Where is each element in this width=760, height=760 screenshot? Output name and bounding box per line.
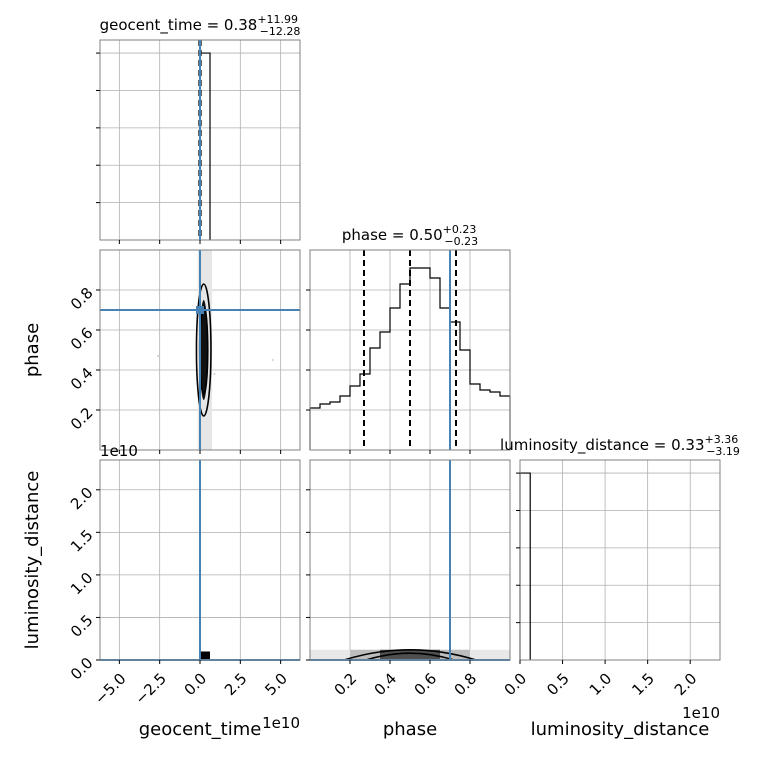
y-tick-label: 0.6 [67, 324, 97, 354]
density-cell [200, 651, 210, 660]
title-plus: +0.23 [443, 223, 477, 236]
grid-lines [519, 460, 720, 660]
x-axis-label-phase: phase [383, 719, 437, 740]
density-cell [380, 649, 440, 660]
x-tick-label: 0.0 [501, 670, 531, 700]
title-median: 0.38 [224, 16, 257, 34]
truth-marker [196, 306, 204, 314]
x-offset-label: 1e10 [682, 704, 720, 722]
x-tick-label: 0.8 [451, 670, 481, 700]
x-tick-label: 0.2 [331, 670, 361, 700]
title-prefix: phase = [342, 226, 409, 244]
panel-title: phase = 0.50+0.23 −0.23 [342, 223, 478, 248]
grid-lines [310, 460, 510, 661]
density-contour [343, 648, 477, 661]
y-tick-label: 2.0 [67, 484, 97, 514]
panel-phase-hist [309, 249, 511, 451]
panel-luminosity-distance-hist [519, 459, 721, 661]
title-median: 0.33 [671, 436, 704, 454]
x-offset-label: 1e10 [262, 714, 300, 732]
x-tick-label: −5.0 [91, 670, 129, 708]
panel-title: geocent_time = 0.38+11.99 −12.28 [100, 13, 301, 38]
x-tick-label: 1.0 [586, 670, 616, 700]
y-tick-label: 0.8 [67, 284, 97, 314]
title-prefix: geocent_time = [100, 16, 224, 35]
x-tick-label: −2.5 [131, 670, 169, 708]
x-tick-label: 0.4 [371, 670, 401, 700]
x-tick-label: 5.0 [261, 670, 291, 700]
x-tick-label: 0.0 [181, 670, 211, 700]
x-tick-label: 1.5 [628, 670, 658, 700]
x-tick-label: 2.5 [221, 670, 251, 700]
density-contour [365, 652, 455, 661]
panel-title: luminosity_distance = 0.33+3.36 −3.19 [500, 433, 740, 458]
sample-point [213, 373, 216, 375]
x-tick-label: 2.0 [671, 670, 701, 700]
y-tick-label: 0.2 [67, 404, 97, 434]
sample-point [271, 359, 274, 361]
title-minus: −3.19 [706, 445, 740, 458]
density-contour [195, 283, 212, 417]
title-minus: −0.23 [444, 235, 478, 248]
title-median: 0.50 [409, 226, 442, 244]
title-minus: −12.28 [260, 25, 301, 38]
title-prefix: luminosity_distance = [500, 436, 671, 455]
y-tick-label: 1.5 [67, 526, 97, 556]
y-offset-label: 1e10 [100, 442, 138, 460]
title-plus: +3.36 [705, 433, 739, 446]
y-tick-label: 0.5 [67, 611, 97, 641]
y-tick-label: 1.0 [67, 569, 97, 599]
y-tick-label: 0.4 [67, 364, 97, 394]
x-axis-label-geocent-time: geocent_time [139, 719, 262, 740]
panel-luminosity-distance-vs-phase [309, 459, 511, 661]
x-tick-label: 0.6 [411, 670, 441, 700]
y-axis-label-luminosity-distance: luminosity_distance [22, 471, 43, 650]
histogram-luminosity-distance [519, 472, 531, 660]
density-core [199, 300, 208, 400]
x-axis-label-luminosity-distance: luminosity_distance [531, 719, 710, 740]
title-plus: +11.99 [257, 13, 298, 26]
x-tick-label: 0.5 [543, 670, 573, 700]
sample-point [157, 355, 160, 357]
y-axis-label-phase: phase [22, 323, 43, 377]
y-tick-label: 0.0 [67, 654, 97, 684]
